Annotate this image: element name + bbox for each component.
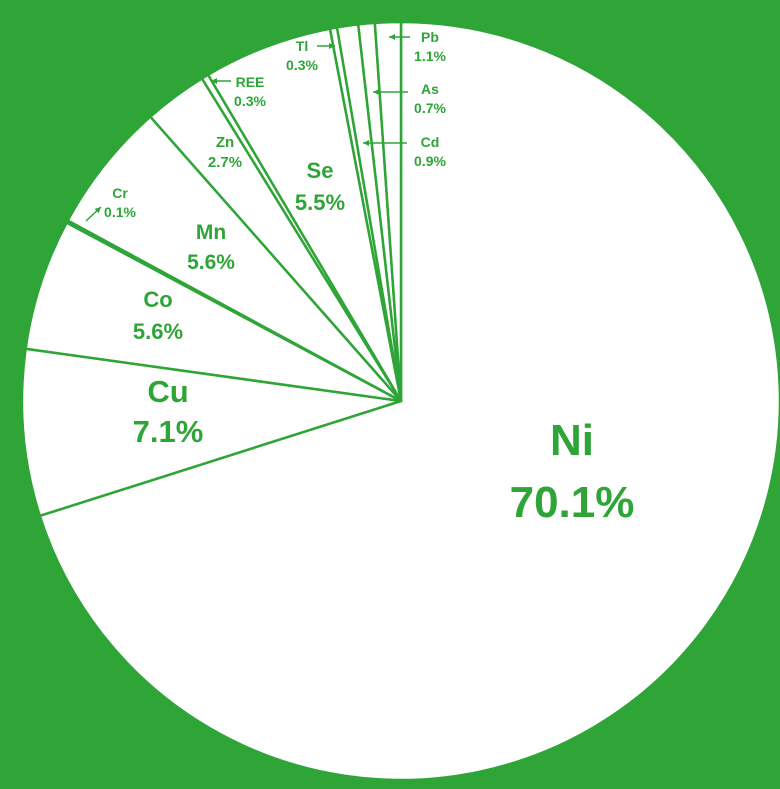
slice-name-ree: REE — [236, 74, 265, 90]
leader-line-as — [373, 89, 408, 95]
pie-slice-pb — [373, 20, 403, 403]
slice-name-se: Se — [307, 158, 334, 183]
slice-value-pb: 1.1% — [414, 48, 446, 64]
slice-label-as: As 0.7% — [414, 81, 446, 116]
slice-name-mn: Mn — [196, 221, 226, 244]
leader-line-tl — [317, 43, 335, 49]
slice-labels: Ni 70.1% Cu 7.1% Co 5.6% Cr 0.1% Mn 5.6% Zn 2.7% REE… — [104, 29, 634, 527]
pie-slices — [20, 20, 780, 782]
pie-slice-cu — [20, 347, 403, 518]
leader-line-cr — [85, 206, 102, 222]
slice-value-co: 5.6% — [133, 319, 183, 344]
slice-label-zn: Zn 2.7% — [208, 134, 242, 171]
slice-value-mn: 5.6% — [187, 251, 235, 274]
slice-value-cu: 7.1% — [133, 414, 204, 449]
leader-line-pb — [389, 34, 410, 40]
slice-value-ree: 0.3% — [234, 93, 266, 109]
slice-value-se: 5.5% — [295, 190, 345, 215]
leader-line-ree — [211, 78, 231, 84]
slice-name-cu: Cu — [147, 374, 188, 409]
slice-name-cr: Cr — [112, 185, 128, 201]
slice-label-ree: REE 0.3% — [234, 74, 266, 109]
slice-value-ni: 70.1% — [510, 478, 635, 527]
pie-slice-ni — [38, 20, 780, 782]
slice-name-tl: Tl — [296, 38, 308, 54]
slice-name-zn: Zn — [216, 134, 234, 151]
label-leader-lines — [85, 34, 410, 222]
slice-label-cd: Cd 0.9% — [414, 134, 446, 169]
slice-label-ni: Ni 70.1% — [510, 416, 635, 527]
slice-label-cu: Cu 7.1% — [133, 374, 204, 449]
slice-value-as: 0.7% — [414, 100, 446, 116]
pie-slice-se — [206, 27, 403, 403]
pie-slice-co — [24, 221, 403, 403]
slice-name-cd: Cd — [421, 134, 440, 150]
slice-label-cr: Cr 0.1% — [104, 185, 136, 220]
slice-name-co: Co — [143, 287, 172, 312]
slice-label-pb: Pb 1.1% — [414, 29, 446, 64]
slice-name-pb: Pb — [421, 29, 439, 45]
leader-line-cd — [363, 140, 407, 146]
slice-label-tl: Tl 0.3% — [286, 38, 318, 73]
slice-value-zn: 2.7% — [208, 154, 242, 171]
pie-slice-mn — [66, 115, 403, 403]
slice-value-tl: 0.3% — [286, 57, 318, 73]
slice-value-cr: 0.1% — [104, 204, 136, 220]
slice-label-se: Se 5.5% — [295, 158, 345, 215]
slice-value-cd: 0.9% — [414, 153, 446, 169]
slice-name-as: As — [421, 81, 439, 97]
slice-label-co: Co 5.6% — [133, 287, 183, 344]
slice-label-mn: Mn 5.6% — [187, 221, 235, 274]
slice-name-ni: Ni — [550, 416, 594, 465]
